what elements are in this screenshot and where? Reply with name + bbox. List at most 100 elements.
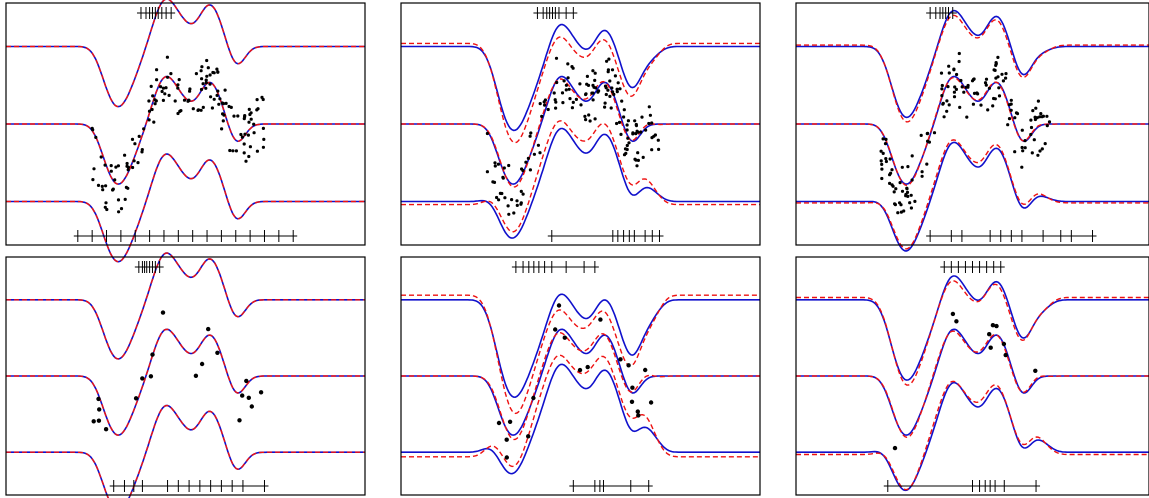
- data-point: [501, 175, 505, 179]
- data-point: [880, 176, 884, 181]
- data-point: [626, 136, 630, 140]
- data-point: [905, 187, 909, 191]
- data-point: [1020, 128, 1024, 132]
- data-point: [1043, 142, 1047, 146]
- data-point: [880, 162, 884, 166]
- data-point: [947, 103, 951, 107]
- blue-mean-line: [6, 328, 365, 436]
- data-point: [526, 156, 531, 160]
- data-point: [111, 188, 115, 192]
- data-point: [574, 97, 579, 101]
- data-point: [186, 99, 190, 103]
- data-point: [133, 142, 137, 146]
- blue-upper-line: [796, 275, 1149, 381]
- data-point: [629, 399, 635, 404]
- inducing-top: [940, 261, 1005, 273]
- data-point: [585, 82, 589, 86]
- data-point: [114, 165, 118, 169]
- data-point: [188, 87, 192, 91]
- blue-lower-line: [401, 363, 760, 475]
- data-point: [244, 378, 249, 384]
- data-point: [261, 145, 265, 149]
- data-point: [610, 68, 615, 72]
- data-point: [884, 157, 888, 161]
- data-point: [240, 393, 245, 398]
- data-point: [212, 97, 216, 101]
- data-point: [619, 132, 623, 136]
- panel-frame: [400, 2, 761, 246]
- data-point: [126, 168, 130, 172]
- data-point: [100, 184, 104, 188]
- data-point: [881, 137, 885, 141]
- red-mean-line: [401, 331, 760, 441]
- data-point: [204, 78, 208, 82]
- red-lower-line: [6, 404, 365, 498]
- data-point: [994, 61, 998, 65]
- data-point: [220, 127, 224, 131]
- inducing-bottom: [73, 230, 298, 242]
- data-point: [160, 310, 166, 315]
- data-point: [255, 98, 259, 102]
- data-point: [1015, 112, 1020, 116]
- red-lower-line: [6, 153, 365, 263]
- data-point: [604, 92, 608, 97]
- data-point: [562, 335, 567, 340]
- data-point: [1029, 118, 1033, 122]
- inducing-bottom: [883, 480, 1041, 492]
- data-point: [521, 168, 525, 173]
- data-point: [177, 78, 181, 82]
- data-point: [492, 180, 497, 184]
- data-point: [507, 419, 513, 424]
- data-point: [147, 118, 151, 122]
- data-point: [631, 131, 635, 135]
- data-point: [643, 367, 648, 373]
- data-point: [625, 128, 629, 132]
- data-point: [656, 138, 660, 142]
- data-point: [650, 148, 654, 152]
- data-point: [906, 165, 910, 169]
- data-point: [148, 374, 154, 379]
- data-point: [987, 332, 992, 337]
- data-point: [554, 106, 558, 110]
- data-point: [587, 113, 591, 117]
- data-point: [613, 74, 618, 78]
- data-point: [119, 207, 124, 211]
- panel-sparse-data-many-inducing: [5, 252, 366, 498]
- data-point: [1004, 76, 1008, 80]
- data-point: [1023, 139, 1027, 143]
- data-point: [164, 86, 168, 90]
- data-point: [1030, 151, 1034, 155]
- data-point: [130, 137, 135, 141]
- data-point: [159, 85, 163, 89]
- data-point: [234, 149, 238, 153]
- data-point: [904, 192, 908, 197]
- data-point: [231, 149, 235, 153]
- data-point: [909, 193, 913, 197]
- data-point: [979, 103, 983, 107]
- red-upper-line: [401, 294, 760, 415]
- data-point: [136, 161, 140, 165]
- data-point: [506, 204, 510, 208]
- data-point: [1004, 72, 1008, 76]
- data-point: [163, 92, 167, 96]
- data-point: [496, 420, 502, 426]
- data-point: [137, 134, 141, 138]
- data-point: [1035, 116, 1039, 120]
- red-upper-line: [6, 0, 365, 108]
- red-mean-line: [796, 330, 1149, 439]
- data-point: [260, 95, 264, 99]
- data-point: [994, 63, 998, 67]
- data-point: [485, 170, 489, 174]
- data-point: [150, 352, 155, 357]
- data-point: [113, 178, 117, 182]
- data-point: [596, 90, 600, 94]
- data-point: [1013, 116, 1017, 120]
- data-point: [155, 68, 159, 72]
- data-point: [249, 117, 253, 121]
- data-point: [208, 73, 212, 77]
- data-point: [590, 91, 594, 95]
- data-points: [485, 56, 661, 216]
- data-point: [625, 143, 629, 148]
- data-point: [239, 132, 243, 137]
- data-point: [1039, 112, 1043, 116]
